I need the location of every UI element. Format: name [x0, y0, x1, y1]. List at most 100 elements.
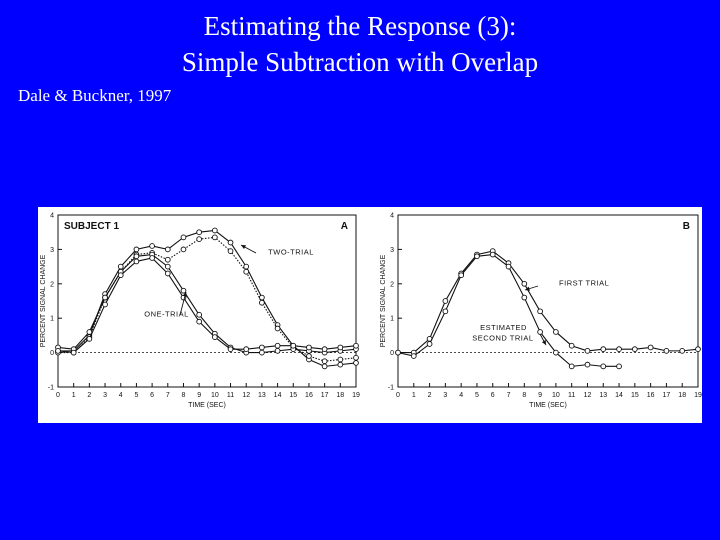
y-tick-label: -1 [48, 385, 54, 392]
data-point [600, 363, 607, 370]
data-point [211, 227, 218, 234]
figure-panel: -1 0 1 2 3 4 0 1 2 3 4 5 6 7 8 9 10 11 12 13 14 15 16 17 18 19 TIM… [38, 207, 702, 423]
data-point [133, 246, 140, 253]
x-tick-label: 3 [103, 392, 107, 399]
data-point [133, 258, 140, 265]
series-line [58, 229, 357, 367]
data-point [679, 348, 686, 354]
data-point [306, 344, 312, 351]
data-point [616, 363, 622, 370]
annotation-label: SECOND TRIAL [472, 334, 533, 343]
data-point [647, 344, 654, 351]
x-tick-label: 2 [87, 392, 91, 399]
data-point [321, 363, 328, 370]
data-point [196, 229, 203, 236]
x-tick-label: 12 [584, 392, 592, 399]
data-point [196, 236, 203, 242]
data-point [259, 299, 265, 306]
data-point [133, 253, 140, 260]
x-tick-label: 13 [599, 392, 607, 399]
data-point [584, 361, 591, 368]
x-axis-label: TIME (SEC) [188, 402, 226, 409]
data-point [505, 263, 512, 270]
data-point [102, 301, 108, 308]
data-point [337, 361, 344, 368]
x-tick-label: 17 [321, 392, 329, 399]
x-tick-label: 16 [305, 392, 313, 399]
data-point [337, 356, 344, 363]
x-tick-label: 18 [336, 392, 344, 399]
y-tick-label: 0 [50, 350, 54, 357]
data-point [211, 334, 218, 340]
data-point [568, 342, 575, 349]
slide-title: Estimating the Response (3): Simple Subt… [0, 8, 720, 80]
data-point [553, 349, 559, 356]
x-tick-label: 7 [166, 392, 170, 399]
data-point [70, 349, 77, 356]
annotation-label: TWO-TRIAL [268, 248, 314, 257]
data-point [86, 335, 93, 342]
data-point [180, 246, 187, 253]
x-tick-label: 6 [150, 392, 154, 399]
data-point [196, 318, 203, 325]
data-point [321, 346, 328, 353]
title-line-1: Estimating the Response (3): [203, 11, 517, 41]
data-point [600, 346, 607, 353]
annotation-label: ESTIMATED [480, 323, 527, 332]
data-point [426, 341, 433, 347]
data-point [553, 329, 559, 335]
data-point [695, 346, 701, 353]
x-tick-label: 15 [631, 392, 639, 399]
data-point [353, 354, 359, 361]
data-point [227, 239, 234, 246]
data-point [259, 344, 265, 351]
x-tick-label: 19 [352, 392, 360, 399]
x-tick-label: 2 [428, 392, 432, 399]
series-unnamed-3 [55, 255, 359, 356]
annotation-label: FIRST TRIAL [559, 279, 609, 288]
x-tick-label: 17 [663, 392, 671, 399]
y-tick-label: 3 [50, 247, 54, 254]
data-point [290, 342, 297, 349]
x-tick-label: 5 [475, 392, 479, 399]
y-tick-label: 2 [390, 281, 394, 288]
data-point [227, 248, 234, 254]
series-first-trial [395, 248, 701, 356]
citation: Dale & Buckner, 1997 [18, 86, 172, 105]
x-tick-label: 6 [491, 392, 495, 399]
data-point [568, 363, 575, 370]
data-point [395, 349, 401, 356]
data-point [458, 272, 465, 279]
x-tick-label: 0 [56, 392, 60, 399]
data-point [117, 272, 124, 279]
data-point [164, 263, 171, 270]
x-tick-label: 14 [615, 392, 623, 399]
panel-letter: A [341, 221, 348, 232]
data-point [243, 263, 250, 270]
data-point [321, 358, 328, 365]
x-tick-label: 10 [211, 392, 219, 399]
data-point [211, 234, 218, 241]
x-tick-label: 4 [459, 392, 463, 399]
plot-frame [397, 214, 699, 388]
x-tick-label: 8 [182, 392, 186, 399]
data-point [274, 348, 281, 354]
data-point [196, 311, 203, 318]
arrow-first-trial-head [525, 286, 530, 291]
arrow-estimated-second-head [541, 340, 546, 345]
data-point [102, 294, 108, 301]
data-point [86, 329, 93, 335]
data-point [353, 360, 359, 366]
y-tick-label: 1 [50, 316, 54, 323]
data-point [274, 325, 281, 332]
annotation-label: ONE-TRIAL [144, 309, 189, 318]
x-tick-label: 1 [412, 392, 416, 399]
title-line-2: Simple Subtraction with Overlap [181, 47, 539, 77]
data-point [243, 268, 250, 275]
x-tick-label: 8 [522, 392, 526, 399]
arrow-two-trial-head [241, 245, 246, 250]
data-point [55, 348, 61, 354]
data-point [243, 346, 250, 353]
